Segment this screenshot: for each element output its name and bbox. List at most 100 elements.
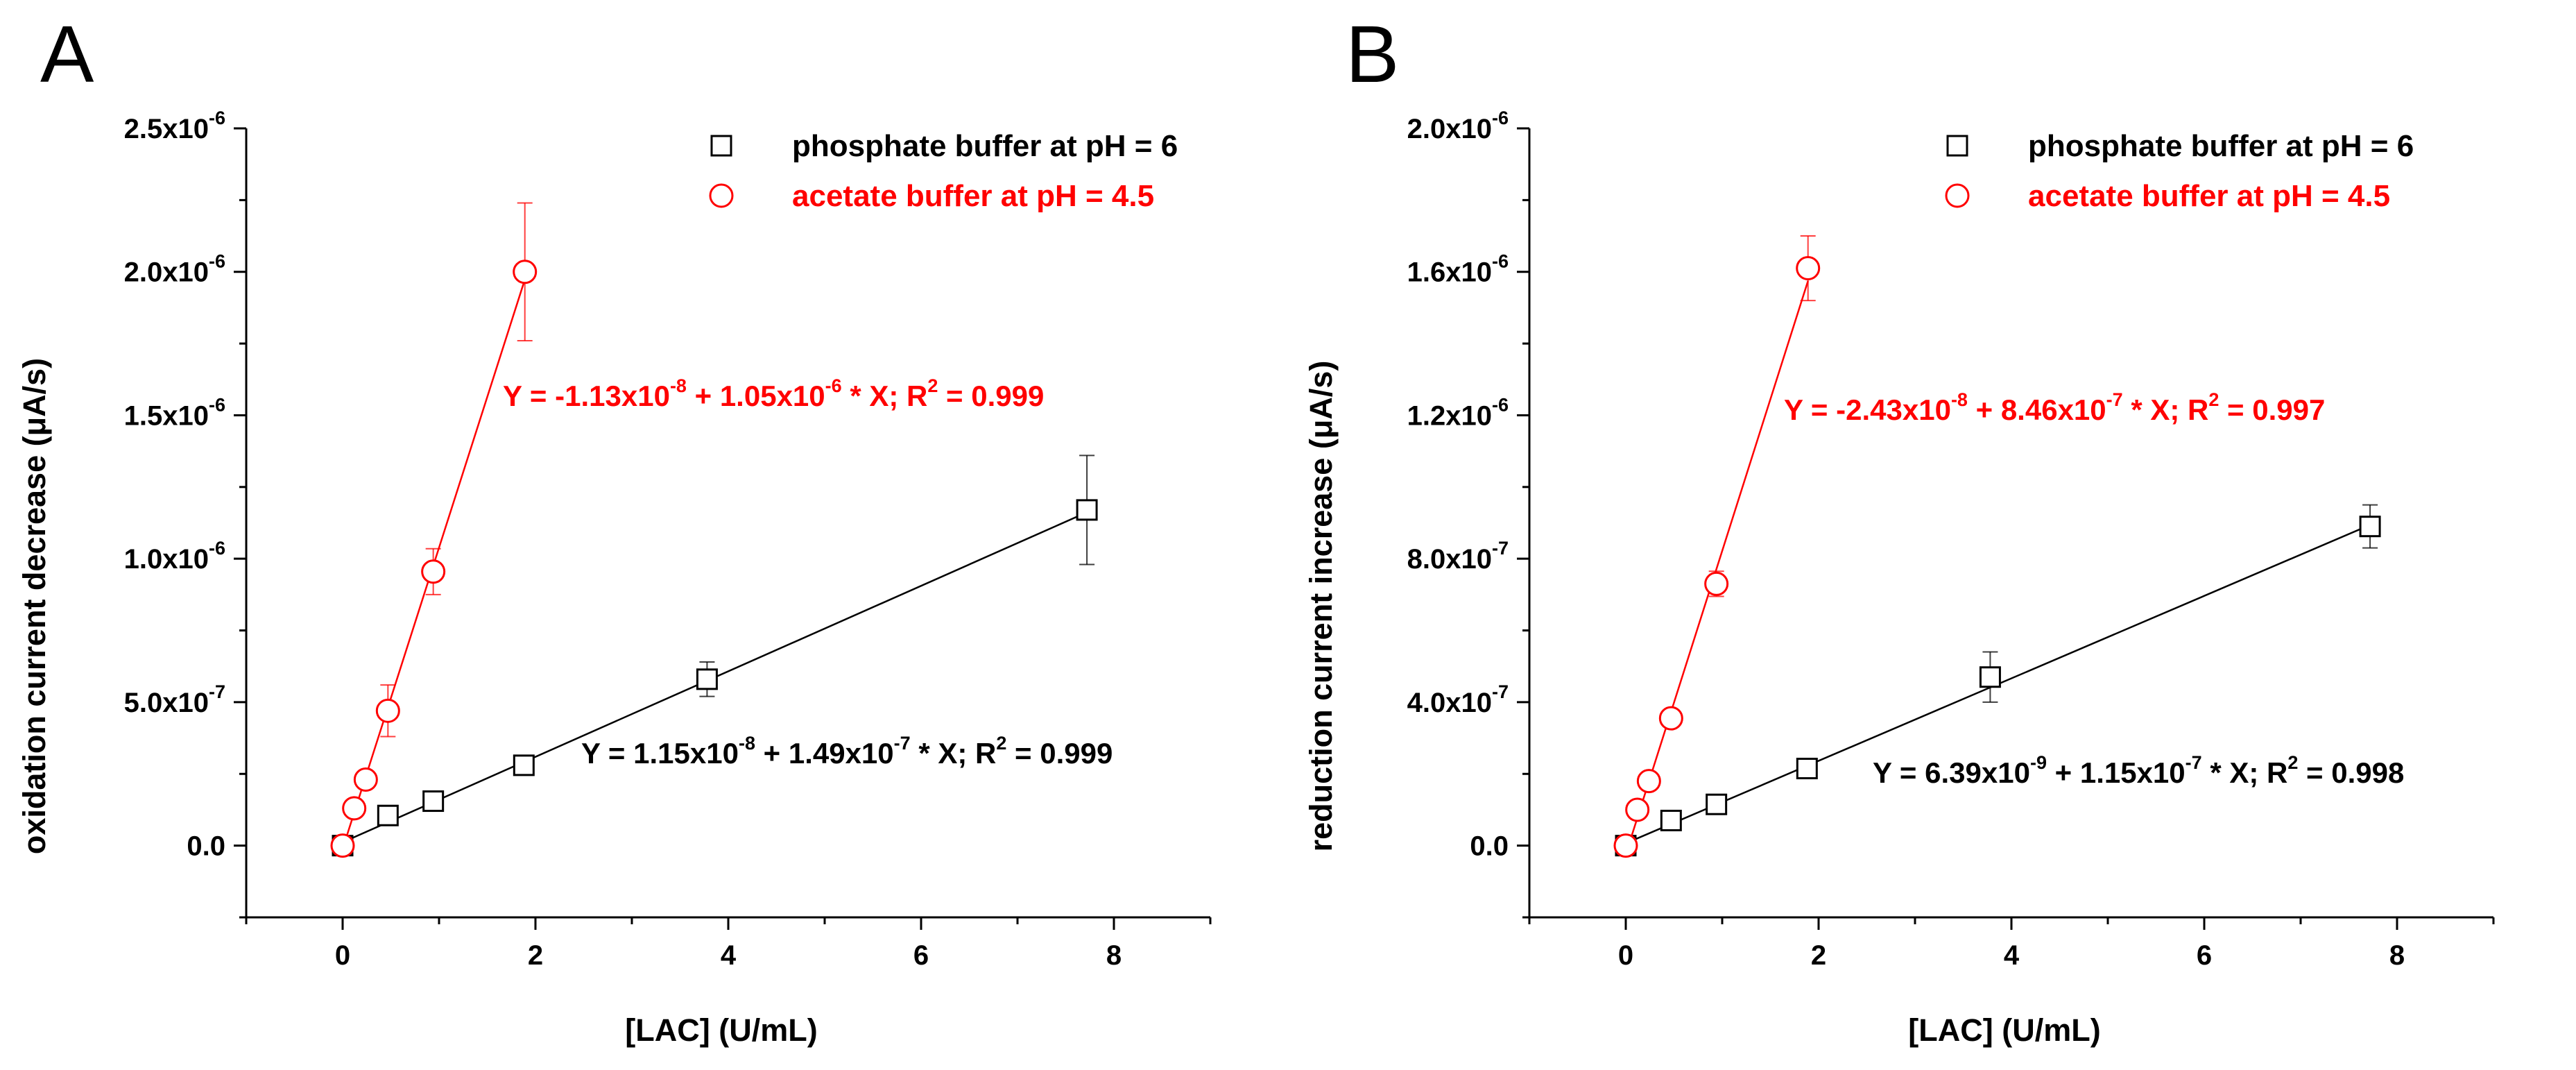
panel-b-phosphate-eq-sup: -9 xyxy=(2030,752,2047,773)
panel-a-acetate-legend-marker xyxy=(709,183,734,208)
panel-b-acetate-legend-marker xyxy=(1945,183,1970,208)
panel-b-acetate-eq-part: Y = -2.43x10 xyxy=(1784,393,1951,426)
panel-b-phosphate-eq-part: Y = 6.39x10 xyxy=(1873,756,2030,789)
panel-a-acetate-point xyxy=(375,698,400,723)
panel-a-acetate-point xyxy=(513,260,538,285)
panel-a-y-tick-exponent: -6 xyxy=(209,394,225,415)
panel-b-phosphate-point xyxy=(1979,666,2001,688)
panel-a-phosphate-point xyxy=(696,668,718,690)
panel-b-y-tick-exponent: -7 xyxy=(1492,681,1509,702)
panel-b-y-tick-label: 0.0 xyxy=(1470,831,1509,862)
panel-a-phosphate-eq-part: + 1.49x10 xyxy=(755,737,894,770)
panel-b-acetate-eq-sup: 2 xyxy=(2208,389,2219,410)
panel-b-letter: B xyxy=(1346,9,1399,99)
panel-b-y-tick-label: 2.0x10-6 xyxy=(1407,108,1509,144)
panel-a-acetate-eq-part: = 0.999 xyxy=(938,380,1044,412)
panel-b-acetate-legend-label: acetate buffer at pH = 4.5 xyxy=(2028,179,2390,213)
panel-a-y-tick-label: 1.0x10-6 xyxy=(124,538,225,575)
panel-b-phosphate-equation: Y = 6.39x10-9 + 1.15x10-7 * X; R2 = 0.99… xyxy=(1873,752,2404,789)
panel-b-y-tick-mantissa: 4.0x10 xyxy=(1407,688,1492,718)
panel-a: A0 2 4 6 80.05.0x10-71.0x10-61.5x10-62.0x10-… xyxy=(17,9,1212,1048)
panel-b-phosphate-eq-part: * X; R xyxy=(2202,756,2288,789)
panel-a-y-tick-exponent: -7 xyxy=(209,681,225,702)
panel-a-y-tick-exponent: -6 xyxy=(209,108,225,128)
panel-b-acetate-point xyxy=(1636,769,1661,794)
panel-b-acetate-point xyxy=(1796,256,1821,281)
panel-a-x-tick-label: 2 xyxy=(528,940,543,971)
panel-b-acetate-point xyxy=(1613,833,1638,858)
panel-a-phosphate-eq-sup: -7 xyxy=(894,733,911,754)
panel-a-acetate-point xyxy=(342,796,367,821)
panel-b-phosphate-eq-sup: 2 xyxy=(2287,752,2298,773)
panel-a-phosphate-point xyxy=(422,790,445,813)
panel-b-x-tick-label: 2 xyxy=(1811,940,1826,971)
panel-b-y-tick-mantissa: 0.0 xyxy=(1470,831,1509,862)
panel-a-acetate-legend-label: acetate buffer at pH = 4.5 xyxy=(792,179,1154,213)
panel-a-acetate-eq-part: Y = -1.13x10 xyxy=(503,380,670,412)
panel-a-phosphate-eq-part: Y = 1.15x10 xyxy=(581,737,739,770)
panel-b-acetate-eq-part: + 8.46x10 xyxy=(1968,393,2106,426)
panel-b-phosphate-point xyxy=(1706,793,1728,815)
panel-b-x-tick-label: 6 xyxy=(2197,940,2212,971)
panel-b-phosphate-eq-part: = 0.998 xyxy=(2298,756,2404,789)
panel-b-x-tick-label: 8 xyxy=(2389,940,2405,971)
panel-a-acetate-eq-sup: -8 xyxy=(670,375,687,396)
panel-a-y-tick-exponent: -6 xyxy=(209,538,225,559)
panel-b-y-tick-label: 1.6x10-6 xyxy=(1407,251,1509,288)
panel-a-acetate-equation: Y = -1.13x10-8 + 1.05x10-6 * X; R2 = 0.9… xyxy=(503,375,1044,412)
panel-b-y-axis-title: reduction current increase (μA/s) xyxy=(1303,361,1339,852)
panel-a-phosphate-eq-sup: 2 xyxy=(996,733,1006,754)
panel-b-y-tick-label: 1.2x10-6 xyxy=(1407,394,1509,431)
panel-b-y-tick-exponent: -6 xyxy=(1492,394,1509,415)
panel-b-phosphate-legend-marker xyxy=(1946,135,1968,157)
panel-b-acetate-equation: Y = -2.43x10-8 + 8.46x10-7 * X; R2 = 0.9… xyxy=(1784,389,2325,426)
panel-a-phosphate-point xyxy=(513,754,535,776)
panel-a-y-axis-title: oxidation current decrease (μA/s) xyxy=(17,358,52,854)
panel-a-phosphate-eq-part: = 0.999 xyxy=(1006,737,1113,770)
panel-b-x-tick-label: 0 xyxy=(1618,940,1633,971)
panel-b-y-tick-exponent: -6 xyxy=(1492,251,1509,272)
panel-a-phosphate-point xyxy=(377,804,399,826)
panel-b-phosphate-point xyxy=(1660,809,1682,831)
panel-a-y-tick-label: 2.0x10-6 xyxy=(124,251,225,288)
panel-a-phosphate-point xyxy=(1076,499,1098,521)
panel-a-x-tick-label: 0 xyxy=(335,940,350,971)
panel-b-y-tick-exponent: -6 xyxy=(1492,108,1509,128)
panel-b-acetate-point xyxy=(1625,797,1650,822)
panel-b-phosphate-point xyxy=(1796,758,1818,780)
panel-a-x-axis-title: [LAC] (U/mL) xyxy=(625,1012,817,1048)
panel-a-phosphate-eq-part: * X; R xyxy=(911,737,997,770)
panel-a-acetate-eq-sup: 2 xyxy=(927,375,938,396)
panel-a-y-tick-mantissa: 2.5x10 xyxy=(124,114,209,144)
panel-a-y-tick-mantissa: 5.0x10 xyxy=(124,688,209,718)
panel-b-y-tick-mantissa: 8.0x10 xyxy=(1407,544,1492,575)
panel-a-phosphate-legend-marker xyxy=(710,135,732,157)
panel-a-x-tick-label: 4 xyxy=(721,940,737,971)
panel-b-acetate-point xyxy=(1658,706,1683,731)
panel-b-x-tick-label: 4 xyxy=(2004,940,2020,971)
panel-b-acetate-eq-sup: -7 xyxy=(2106,389,2123,410)
panel-b-y-tick-exponent: -7 xyxy=(1492,538,1509,559)
panel-a-y-tick-mantissa: 1.5x10 xyxy=(124,400,209,431)
panel-b-x-axis-title: [LAC] (U/mL) xyxy=(1908,1012,2100,1048)
panel-a-phosphate-eq-sup: -8 xyxy=(739,733,755,754)
panel-a-y-tick-mantissa: 0.0 xyxy=(187,831,225,862)
panel-b-acetate-point xyxy=(1704,571,1729,596)
panel-a-acetate-eq-part: * X; R xyxy=(842,380,928,412)
panel-a-y-tick-label: 2.5x10-6 xyxy=(124,108,225,144)
panel-b-y-tick-mantissa: 1.2x10 xyxy=(1407,400,1492,431)
panel-b-phosphate-eq-part: + 1.15x10 xyxy=(2047,756,2186,789)
panel-a-y-tick-label: 0.0 xyxy=(187,831,225,862)
panel-a-y-tick-mantissa: 1.0x10 xyxy=(124,544,209,575)
panel-b: B0 2 4 6 80.04.0x10-78.0x10-71.2x10-61.6x10-… xyxy=(1303,9,2495,1048)
panel-b-y-tick-mantissa: 1.6x10 xyxy=(1407,257,1492,288)
panel-b-y-tick-label: 4.0x10-7 xyxy=(1407,681,1509,718)
panel-b-phosphate-point xyxy=(2359,516,2381,538)
panel-a-acetate-eq-part: + 1.05x10 xyxy=(687,380,825,412)
panel-a-y-tick-label: 5.0x10-7 xyxy=(124,681,225,718)
panel-a-acetate-point xyxy=(353,767,378,792)
panel-a-x-tick-label: 6 xyxy=(913,940,929,971)
panel-b-y-tick-mantissa: 2.0x10 xyxy=(1407,114,1492,144)
panel-a-letter: A xyxy=(40,9,94,99)
